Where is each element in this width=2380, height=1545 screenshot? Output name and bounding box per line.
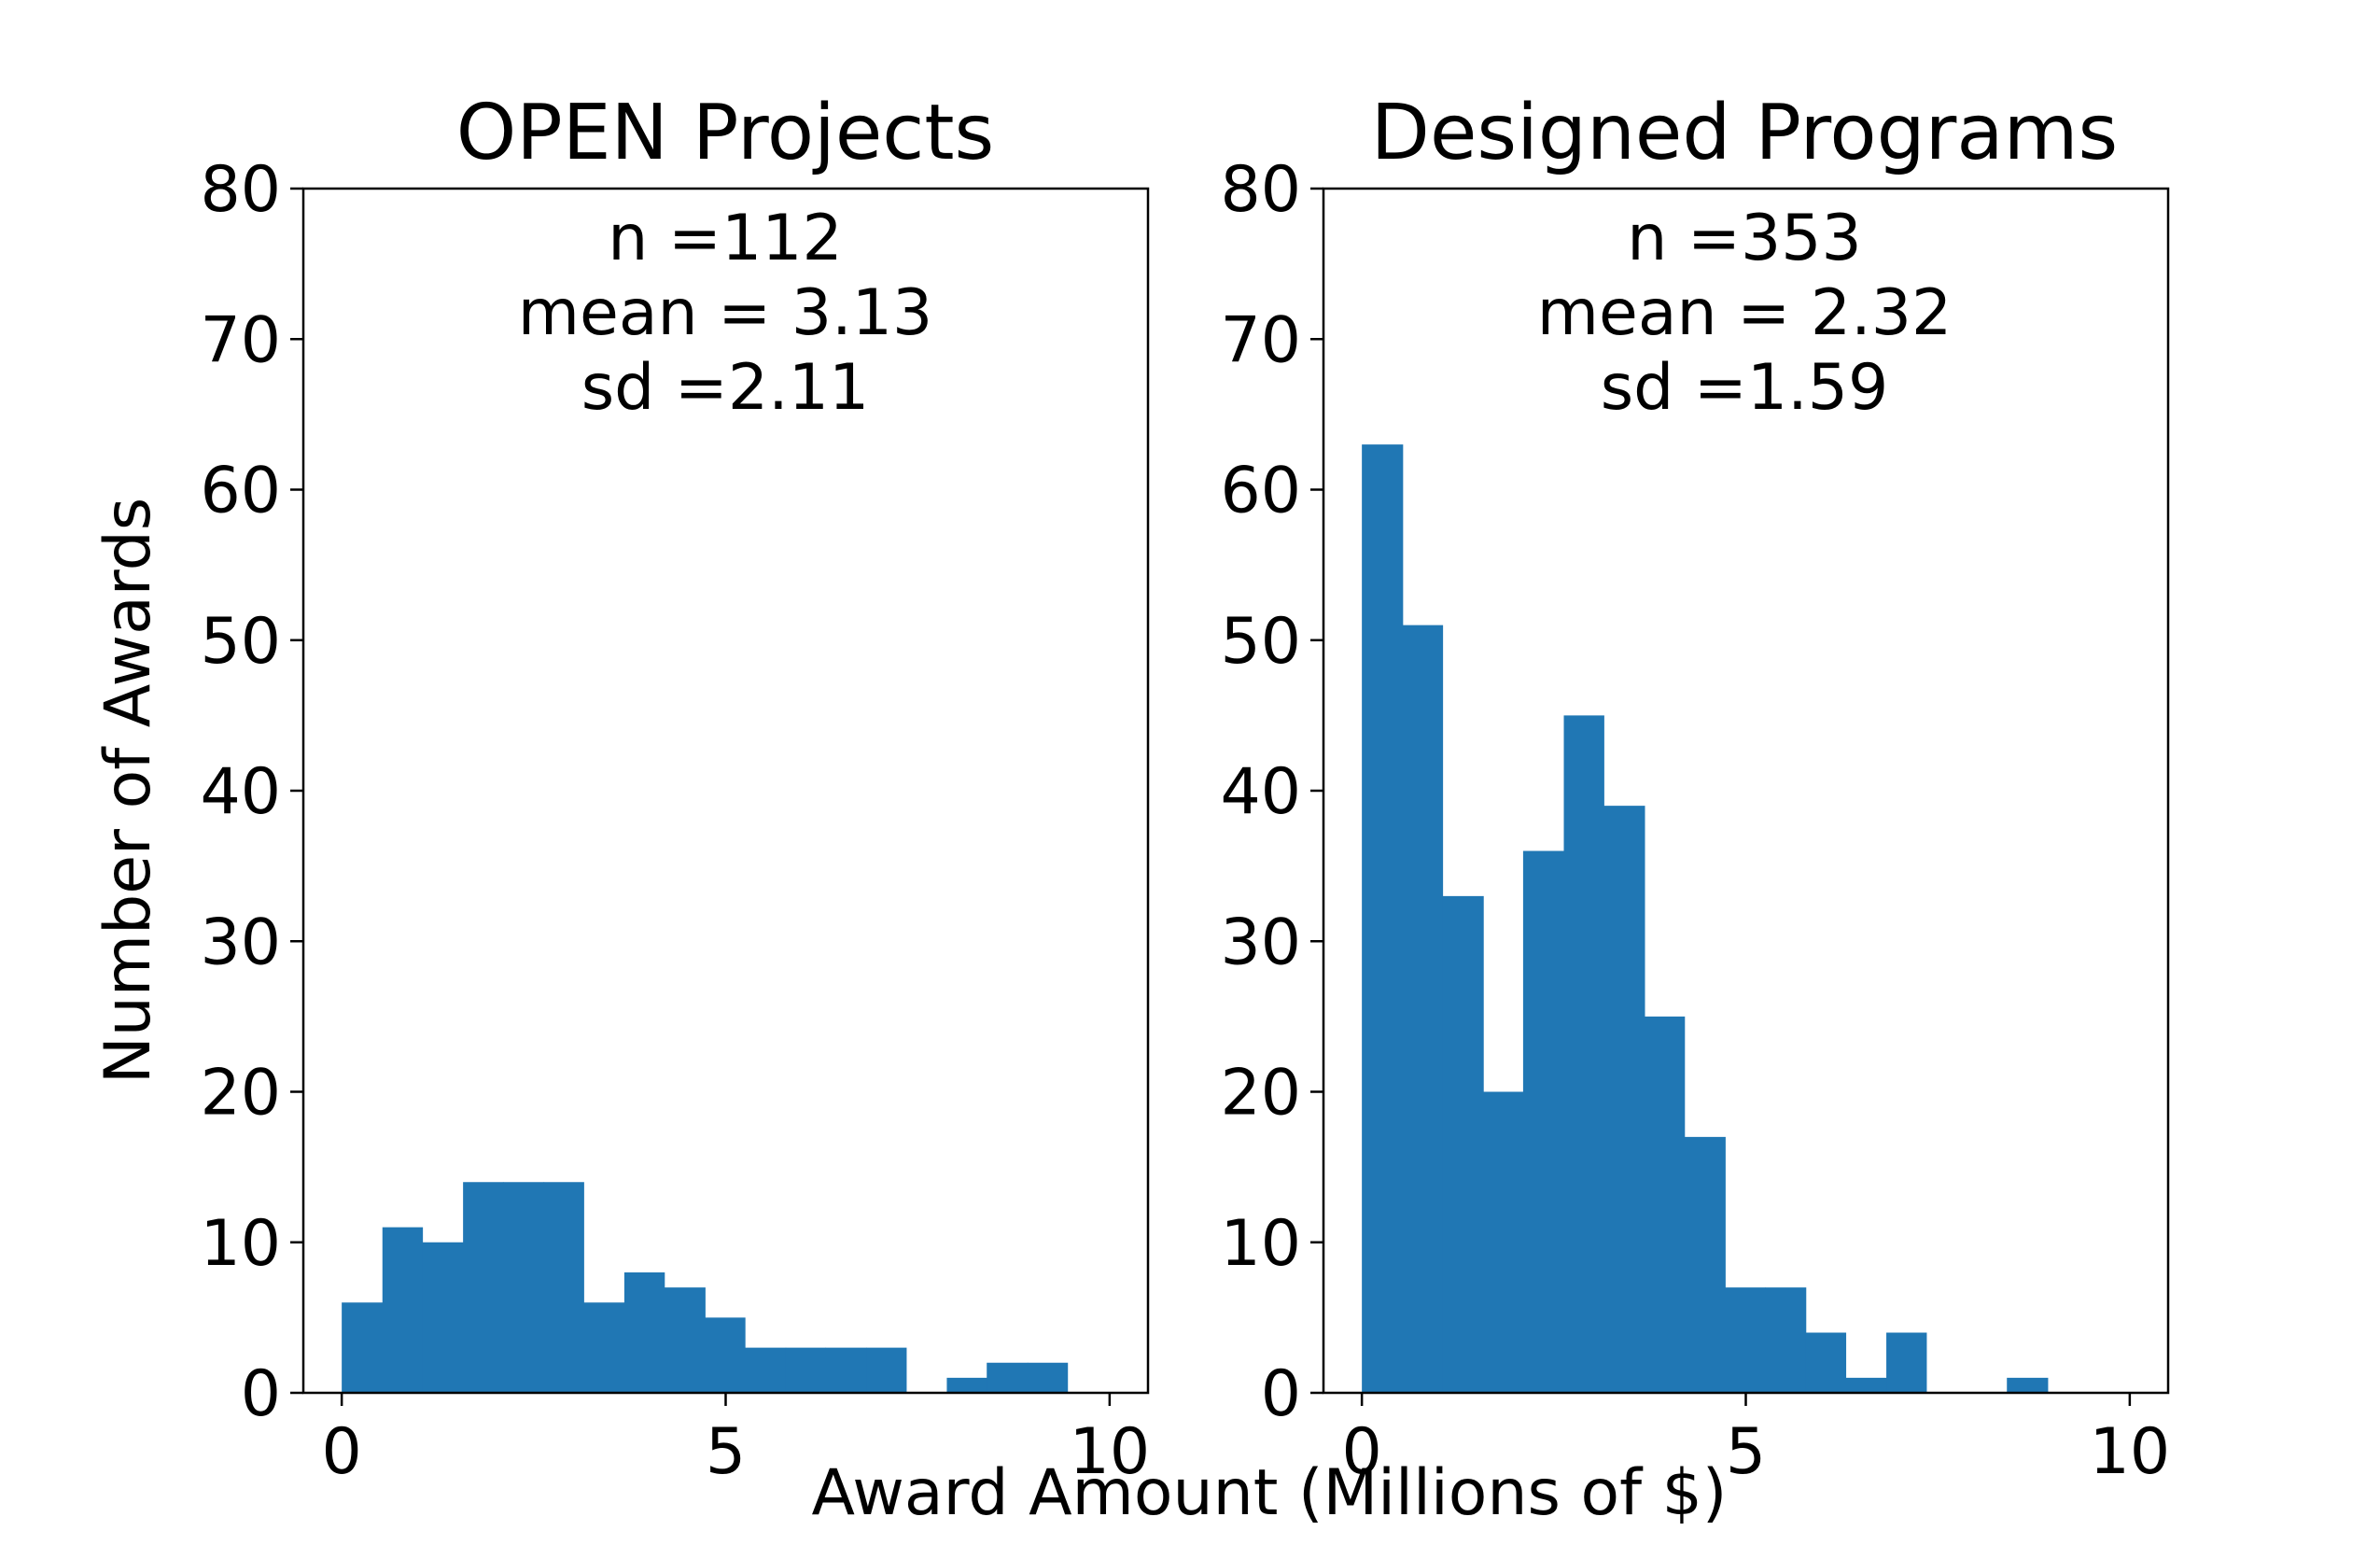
histogram-bar — [866, 1347, 907, 1393]
stat-n: n =112 — [608, 202, 842, 275]
axes-frame — [301, 187, 1150, 1395]
histogram-bar — [785, 1347, 827, 1393]
x-tick-label: 10 — [2090, 1415, 2171, 1489]
y-tick-label: 0 — [1261, 1357, 1301, 1431]
histogram-bar — [623, 1272, 665, 1393]
histogram-bar — [946, 1377, 987, 1393]
y-tick-label: 30 — [200, 906, 281, 979]
histogram-bar — [1684, 1136, 1726, 1393]
x-tick-label: 10 — [1070, 1415, 1151, 1489]
panel-designed-programs: Designed Programs n =353 mean = 2.32 sd … — [1220, 89, 2170, 1489]
stat-n: n =353 — [1627, 202, 1861, 275]
y-tick-label: 40 — [1220, 755, 1301, 829]
histogram-bar — [1522, 850, 1565, 1393]
histogram-bar — [745, 1347, 787, 1393]
y-tick-label: 20 — [1220, 1057, 1301, 1131]
histogram-bar — [987, 1362, 1029, 1393]
stats-annotation: n =353 mean = 2.32 sd =1.59 — [1537, 202, 1952, 425]
histogram-bar — [1563, 715, 1604, 1393]
histogram-bar — [2007, 1377, 2049, 1393]
stat-sd: sd =1.59 — [1601, 351, 1889, 425]
histogram-bar — [583, 1302, 625, 1393]
histogram-bar — [1644, 1016, 1686, 1393]
histogram-bar — [543, 1182, 584, 1393]
stat-sd: sd =2.11 — [581, 351, 870, 425]
panel-title: Designed Programs — [1371, 89, 2118, 177]
bars — [1362, 444, 2049, 1393]
x-tick-label: 0 — [1342, 1415, 1382, 1489]
histogram-bar — [664, 1287, 706, 1393]
x-tick-label: 0 — [322, 1415, 362, 1489]
x-tick-label: 5 — [706, 1415, 746, 1489]
y-tick-label: 50 — [1220, 605, 1301, 679]
histogram-bar — [1805, 1332, 1847, 1393]
y-tick-label: 70 — [200, 303, 281, 377]
y-tick-label: 20 — [200, 1057, 281, 1131]
histogram-bar — [1765, 1287, 1807, 1393]
y-axis-ticks: 0 10 20 30 40 50 60 70 80 — [200, 153, 303, 1431]
histogram-bar — [463, 1182, 504, 1393]
histogram-bar — [1886, 1332, 1927, 1393]
y-tick-label: 50 — [200, 605, 281, 679]
histogram-bar — [1402, 625, 1444, 1393]
histogram-bar — [1845, 1377, 1887, 1393]
histogram-bar — [1725, 1287, 1766, 1393]
x-axis-ticks: 0 5 10 — [322, 1393, 1151, 1489]
histogram-bar — [422, 1242, 464, 1393]
x-axis-label: Award Amount (Millions of $) — [812, 1456, 1728, 1530]
histogram-bar — [1442, 895, 1484, 1393]
panel-open-projects: OPEN Projects n =112 mean = 3.13 sd =2.1… — [200, 89, 1150, 1489]
x-axis-ticks: 0 5 10 — [1342, 1393, 2171, 1489]
histogram-bar — [502, 1182, 545, 1393]
histogram-bar — [825, 1347, 867, 1393]
histogram-bar — [705, 1317, 746, 1393]
y-tick-label: 70 — [1220, 303, 1301, 377]
panel-title: OPEN Projects — [456, 89, 994, 177]
y-tick-label: 30 — [1220, 906, 1301, 979]
stat-mean: mean = 3.13 — [518, 276, 932, 350]
stats-annotation: n =112 mean = 3.13 sd =2.11 — [518, 202, 932, 425]
histogram-bar — [1027, 1362, 1069, 1393]
y-axis-label: Number of Awards — [91, 498, 165, 1084]
y-tick-label: 80 — [1220, 153, 1301, 227]
stat-mean: mean = 2.32 — [1537, 276, 1952, 350]
y-axis-ticks: 0 10 20 30 40 50 60 70 80 — [1220, 153, 1323, 1431]
histogram-bar — [1483, 1091, 1524, 1393]
histogram-bar — [1603, 806, 1645, 1393]
y-tick-label: 0 — [241, 1357, 281, 1431]
bars — [342, 1182, 1069, 1393]
y-tick-label: 10 — [1220, 1207, 1301, 1281]
histogram-bar — [342, 1302, 384, 1393]
axes-frame — [1322, 187, 2170, 1395]
x-tick-label: 5 — [1726, 1415, 1766, 1489]
y-tick-label: 60 — [200, 455, 281, 528]
histogram-bar — [1362, 444, 1404, 1393]
y-tick-label: 60 — [1220, 455, 1301, 528]
y-tick-label: 80 — [200, 153, 281, 227]
y-tick-label: 10 — [200, 1207, 281, 1281]
y-tick-label: 40 — [200, 755, 281, 829]
histogram-bar — [382, 1227, 424, 1393]
